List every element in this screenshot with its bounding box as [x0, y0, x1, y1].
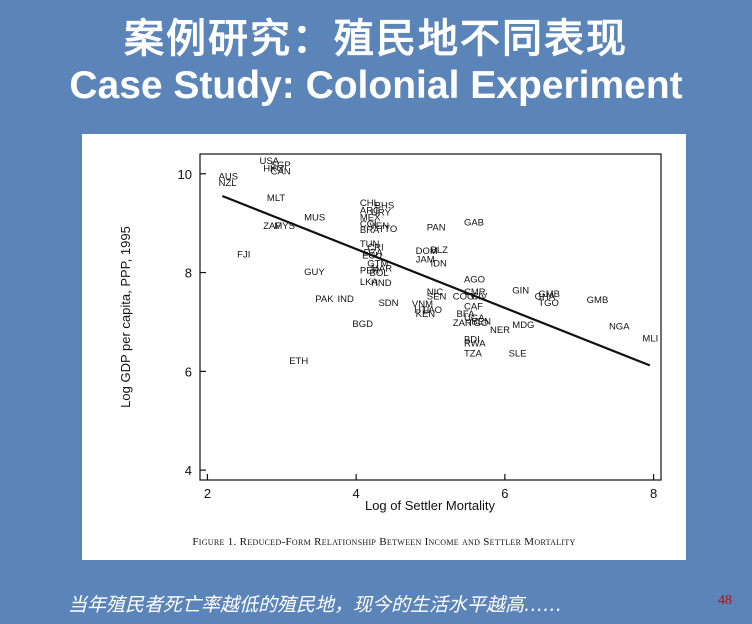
data-point-eth: ETH [289, 356, 308, 367]
data-point-per: PER [360, 266, 380, 277]
data-point-lka: LKA [360, 277, 379, 288]
data-point-bhs: BHS [375, 200, 395, 211]
data-point-caf: CAF [464, 302, 483, 313]
data-point-uga: UGA [464, 313, 485, 324]
data-point-ken: KEN [416, 309, 436, 320]
data-point-dza: DZA [364, 247, 384, 258]
data-point-gmb: GMB [538, 289, 560, 300]
data-point-nzl: NZL [219, 178, 237, 189]
data-point-ago: AGO [464, 274, 485, 285]
data-point-lao: LAO [423, 305, 442, 316]
data-point-tgo: TGO [468, 318, 489, 329]
data-point-sgp: SGP [271, 160, 291, 171]
x-axis-title: Log of Settler Mortality [365, 498, 496, 513]
slide-title-chinese: 案例研究：殖民地不同表现 [124, 16, 628, 62]
figure-panel: 2 4 6 8 4 6 8 10 USA SGP HKG CAN AUS NZL MLT MUS ZAF MYS… [82, 134, 686, 560]
data-point-arg: ARG [360, 205, 381, 216]
x-tick-label: 8 [650, 486, 657, 501]
data-point-can: CAN [271, 167, 291, 178]
y-tick-label: 6 [185, 364, 192, 379]
plot-frame [199, 153, 662, 481]
slide-title-english: Case Study: Colonial Experiment [69, 64, 683, 107]
data-point-gtm: GTM [367, 259, 388, 270]
data-point-tgo: TGO [538, 298, 559, 309]
data-point-tto: TTO [378, 224, 397, 235]
data-point-pan: PAN [427, 223, 446, 234]
data-point-col: COL [360, 219, 380, 230]
data-point-mys: MYS [274, 221, 295, 232]
data-point-cri: CRI [367, 242, 383, 253]
data-point-tun: TUN [360, 239, 380, 250]
data-point-aus: AUS [219, 172, 239, 183]
data-point-nga: NGA [609, 321, 630, 332]
y-axis-title: Log GDP per capita, PPP, 1995 [118, 226, 133, 408]
data-point-sen: SEN [427, 292, 447, 303]
y-tick-label: 8 [185, 266, 192, 281]
data-point-dom: DOM [416, 246, 438, 257]
data-point-sle: SLE [509, 349, 527, 360]
data-point-blz: BLZ [431, 245, 449, 256]
data-point-usa: USA [259, 156, 279, 167]
data-point-ben: BEN [471, 316, 491, 327]
figure-caption-text: Reduced-Form Relationship Between Income… [239, 536, 576, 548]
data-point-cog: COG [453, 292, 475, 303]
data-point-bol: BOL [370, 268, 389, 279]
data-point-mus: MUS [304, 213, 325, 224]
data-point-zaf: ZAF [263, 221, 281, 232]
data-point-hnd: HND [371, 278, 392, 289]
y-tick-label: 10 [178, 167, 192, 182]
data-point-mex: MEX [360, 213, 381, 224]
slide-footnote: 当年殖民者死亡率越低的殖民地，现今的生活水平越高…… [68, 594, 563, 616]
data-point-hkg: HKG [263, 163, 284, 174]
data-point-gab: GAB [464, 218, 484, 229]
x-tick-label: 2 [204, 486, 211, 501]
data-point-rwa: RWA [464, 339, 486, 350]
y-tick-label: 4 [185, 463, 192, 478]
data-point-mdg: MDG [512, 320, 534, 331]
data-point-idn: IDN [431, 259, 448, 270]
data-point-vnm: VNM [412, 299, 433, 310]
figure-caption: Figure 1. Reduced-Form Relationship Betw… [82, 536, 686, 548]
data-point-ner: NER [490, 325, 510, 336]
data-point-jam: JAM [416, 255, 435, 266]
data-point-sdn: SDN [378, 298, 398, 309]
page-number: 48 [718, 593, 732, 608]
data-point-nic: NIC [427, 287, 444, 298]
data-point-mli: MLI [642, 334, 658, 345]
data-point-chl: CHL [360, 198, 379, 209]
data-point-zar: ZAR [453, 318, 472, 329]
data-point-ind: IND [338, 294, 355, 305]
data-point-guy: GUY [304, 267, 325, 278]
data-point-bgd: BGD [352, 319, 373, 330]
data-point-tza: TZA [464, 349, 483, 360]
data-point-mlt: MLT [267, 193, 285, 204]
data-point-gin: GIN [512, 285, 529, 296]
data-point-fji: FJI [237, 250, 250, 261]
data-point-hti: HTI [414, 305, 429, 316]
data-point-bfa: BFA [457, 309, 476, 320]
data-point-gha: GHA [535, 292, 556, 303]
x-tick-label: 4 [353, 486, 360, 501]
data-point-ven: VEN [370, 221, 390, 232]
data-point-gmb: GMB [587, 295, 609, 306]
regression-line [221, 194, 651, 367]
data-point-mar: MAR [371, 264, 392, 275]
data-point-pak: PAK [315, 294, 334, 305]
data-point-bra: BRA [360, 225, 380, 236]
data-point-bdi: BDI [464, 335, 480, 346]
figure-caption-number: Figure 1. [192, 536, 237, 548]
data-point-cmr: CMR [464, 287, 486, 298]
data-point-ury: URY [371, 208, 392, 219]
x-tick-label: 6 [501, 486, 508, 501]
